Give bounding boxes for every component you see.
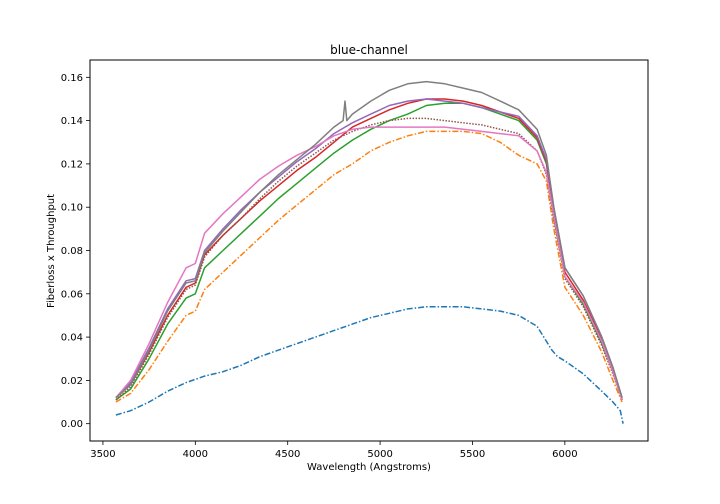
y-tick-label: 0.06	[61, 289, 83, 300]
y-tick-label: 0.02	[61, 376, 83, 387]
x-axis-label: Wavelength (Angstroms)	[307, 462, 431, 473]
series-line-8	[115, 80, 623, 399]
x-tick-label: 5500	[460, 449, 485, 460]
y-axis-label: Fiberloss x Throughput	[46, 194, 57, 308]
plot-frame	[89, 59, 649, 442]
series-line-5	[115, 98, 623, 399]
x-tick-label: 5000	[367, 449, 392, 460]
series-line-4	[115, 98, 623, 401]
x-tick-label: 4000	[183, 449, 208, 460]
y-tick-label: 0.08	[61, 246, 83, 257]
y-tick-label: 0.00	[61, 419, 83, 430]
x-tick-label: 3500	[90, 449, 115, 460]
y-tick-label: 0.10	[61, 203, 83, 214]
series-layer	[115, 80, 624, 424]
series-line-2	[115, 130, 623, 403]
x-axis-ticks: 3500 4000 4500 5000 5500 6000	[90, 441, 578, 460]
series-line-6	[115, 117, 623, 401]
series-line-3	[115, 102, 623, 401]
series-line-1	[115, 306, 624, 424]
y-tick-label: 0.16	[61, 73, 83, 84]
y-tick-label: 0.12	[61, 159, 83, 170]
series-line-7	[115, 126, 623, 401]
chart-title: blue-channel	[330, 43, 408, 57]
y-axis-ticks: 0.00 0.02 0.04 0.06 0.08 0.10 0.12 0.14 0.16	[61, 73, 90, 430]
x-tick-label: 6000	[552, 449, 577, 460]
y-tick-label: 0.14	[61, 116, 83, 127]
x-tick-label: 4500	[275, 449, 300, 460]
y-tick-label: 0.04	[61, 333, 83, 344]
